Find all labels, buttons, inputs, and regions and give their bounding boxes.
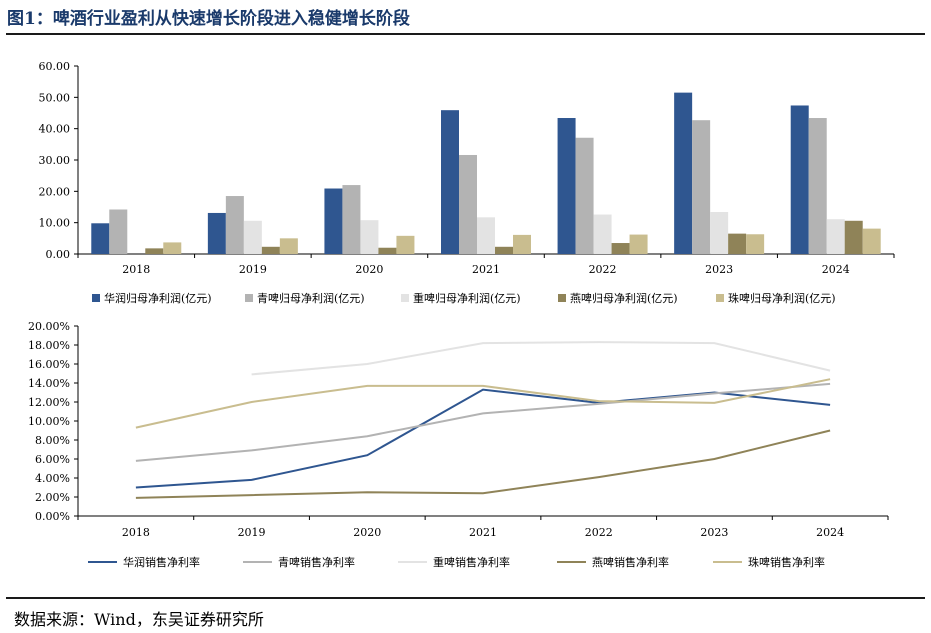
line-x-tick-label: 2023 — [700, 526, 728, 539]
bar-x-tick-label: 2023 — [705, 263, 733, 276]
bar — [396, 235, 415, 254]
series-line — [135, 382, 831, 462]
bar-legend-label: 青啤归母净利润(亿元) — [257, 291, 365, 305]
bar — [324, 188, 343, 254]
bar — [746, 234, 765, 254]
bar — [710, 212, 729, 254]
top-rule — [6, 33, 925, 35]
bar-x-tick-label: 2024 — [822, 263, 850, 276]
bar — [557, 118, 576, 254]
bar — [145, 248, 164, 254]
bar-legend-label: 华润归母净利润(亿元) — [104, 291, 212, 305]
line-y-tick-label: 16.00% — [28, 358, 70, 371]
bar-y-tick-label: 40.00 — [39, 123, 71, 136]
line-y-tick-label: 20.00% — [28, 320, 70, 333]
bar-x-tick-label: 2020 — [355, 263, 383, 276]
line-x-tick-label: 2018 — [122, 526, 150, 539]
source-note: 数据来源：Wind，东吴证券研究所 — [14, 610, 264, 629]
line-legend-label: 珠啤销售净利率 — [748, 555, 825, 569]
line-y-tick-label: 12.00% — [28, 396, 70, 409]
bar — [826, 219, 845, 254]
bar-x-tick-label: 2022 — [589, 263, 617, 276]
line-y-tick-label: 2.00% — [35, 491, 70, 504]
bar — [279, 238, 298, 254]
bar — [575, 137, 594, 254]
bar-legend-swatch — [92, 294, 100, 302]
bar-y-tick-label: 30.00 — [39, 154, 71, 167]
line-y-tick-label: 10.00% — [28, 415, 70, 428]
bar — [692, 120, 711, 254]
bar-y-tick-label: 10.00 — [39, 217, 71, 230]
bar — [477, 217, 495, 254]
bar-y-tick-label: 60.00 — [39, 60, 71, 73]
bar — [243, 220, 262, 254]
bar-legend-label: 燕啤归母净利润(亿元) — [570, 291, 678, 305]
bar-x-tick-label: 2019 — [239, 263, 267, 276]
bar — [629, 234, 648, 254]
series-line — [135, 429, 831, 499]
bar — [342, 185, 361, 254]
series-line — [135, 378, 831, 429]
bottom-rule — [6, 597, 925, 599]
line-legend-label: 重啤销售净利率 — [433, 555, 510, 569]
line-x-tick-label: 2024 — [816, 526, 844, 539]
bar — [593, 214, 612, 254]
line-x-tick-label: 2021 — [469, 526, 497, 539]
bar — [862, 228, 881, 254]
bar — [225, 196, 244, 254]
bar — [495, 246, 513, 254]
line-y-tick-label: 4.00% — [35, 472, 70, 485]
bar — [728, 233, 747, 254]
bar — [163, 242, 182, 254]
series-line — [251, 341, 831, 376]
figure-title: 图1：啤酒行业盈利从快速增长阶段进入稳健增长阶段 — [7, 9, 410, 29]
line-legend-label: 华润销售净利率 — [123, 555, 200, 569]
bar-y-tick-label: 20.00 — [39, 185, 71, 198]
bar — [844, 220, 863, 254]
bar — [513, 234, 531, 254]
bar-x-tick-label: 2018 — [122, 263, 150, 276]
bar — [109, 209, 128, 254]
line-x-tick-label: 2020 — [353, 526, 381, 539]
bar — [611, 243, 630, 254]
bar-x-tick-label: 2021 — [472, 263, 500, 276]
line-y-tick-label: 6.00% — [35, 453, 70, 466]
bar-legend-swatch — [245, 294, 253, 302]
bar — [261, 246, 280, 254]
line-legend-label: 燕啤销售净利率 — [592, 555, 669, 569]
line-x-tick-label: 2019 — [238, 526, 266, 539]
bar-legend-swatch — [716, 294, 724, 302]
line-y-tick-label: 18.00% — [28, 339, 70, 352]
bar — [441, 110, 459, 255]
bar — [674, 92, 693, 254]
line-y-tick-label: 14.00% — [28, 377, 70, 390]
bar-y-tick-label: 0.00 — [46, 248, 71, 261]
bar — [207, 212, 226, 254]
line-chart-net-margin: 0.00% 2.00% 4.00% 6.00% 8.00% 10.00% 12.00% 14.… — [28, 320, 889, 569]
bar — [91, 223, 110, 254]
bar — [808, 118, 827, 254]
bar-legend-label: 重啤归母净利润(亿元) — [413, 291, 521, 305]
bar — [360, 220, 379, 254]
bar-chart-profit: 0.00 10.00 20.00 30.00 40.00 50.00 60.00 2018 20… — [39, 60, 895, 305]
bar — [790, 105, 809, 254]
bar — [378, 247, 397, 254]
bar-legend-swatch — [401, 294, 409, 302]
bar — [459, 154, 477, 254]
bar-y-tick-label: 50.00 — [39, 91, 71, 104]
line-legend-label: 青啤销售净利率 — [278, 555, 355, 569]
line-y-tick-label: 0.00% — [35, 510, 70, 523]
bar-legend-label: 珠啤归母净利润(亿元) — [728, 291, 836, 305]
line-x-tick-label: 2022 — [585, 526, 613, 539]
bar-legend-swatch — [558, 294, 566, 302]
line-y-tick-label: 8.00% — [35, 434, 70, 447]
